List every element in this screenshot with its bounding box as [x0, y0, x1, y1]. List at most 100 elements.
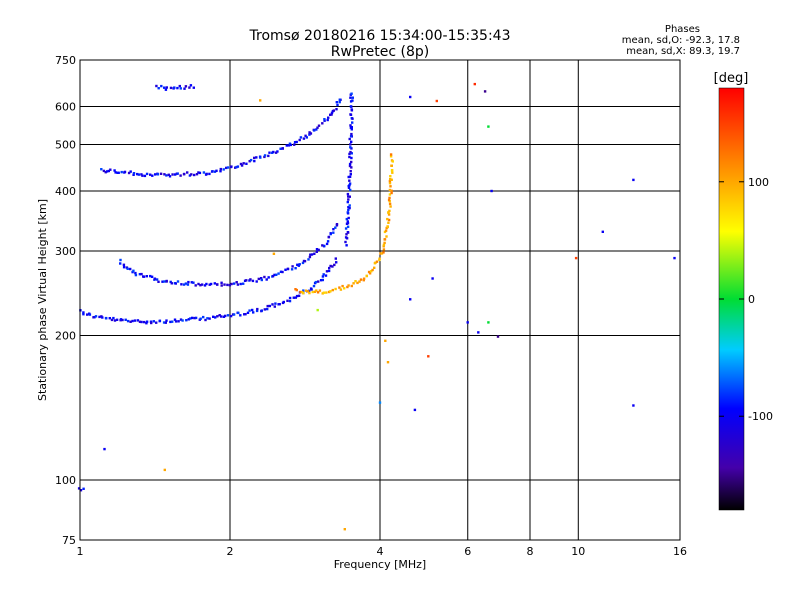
echo-point [220, 315, 223, 318]
echo-point [275, 273, 278, 276]
echo-point [219, 170, 222, 173]
echo-point [344, 227, 348, 230]
echo-point [234, 166, 237, 169]
echo-point [292, 296, 295, 299]
echo-point [179, 318, 183, 321]
echo-point [271, 303, 274, 306]
echo-point [180, 283, 183, 286]
colorbar-tick-label: 0 [748, 293, 755, 306]
echo-point [171, 320, 174, 323]
echo-point [276, 150, 279, 153]
echo-point [388, 188, 392, 192]
echo-point [299, 136, 303, 139]
echo-point [164, 88, 168, 91]
echo-point [487, 321, 490, 324]
echo-point [143, 174, 147, 178]
echo-point [199, 284, 202, 287]
echo-point [165, 319, 168, 322]
echo-point [176, 86, 179, 90]
echo-point [150, 275, 154, 278]
echo-point [286, 299, 289, 302]
colorbar-tick-label: -100 [748, 410, 773, 423]
echo-point [155, 321, 158, 324]
echo-point [220, 284, 223, 287]
echo-point [138, 320, 142, 323]
echo-point [230, 165, 233, 168]
echo-point [259, 99, 262, 102]
echo-point [322, 273, 325, 276]
echo-point [378, 258, 381, 262]
echo-point [367, 270, 371, 274]
echo-point [346, 231, 350, 234]
echo-point [153, 277, 157, 280]
echo-point [302, 289, 305, 292]
echo-point [163, 86, 166, 89]
echo-point [165, 174, 168, 177]
echo-point [673, 256, 676, 260]
echo-point [168, 175, 172, 178]
echo-point [271, 274, 275, 278]
echo-point [389, 185, 392, 188]
echo-point [215, 169, 218, 172]
echo-point [389, 178, 392, 181]
echo-point [349, 150, 352, 154]
echo-point [272, 252, 276, 255]
echo-point [156, 173, 160, 176]
echo-point [252, 311, 255, 314]
x-axis-label: Frequency [MHz] [334, 558, 426, 571]
echo-point [192, 281, 195, 284]
echo-point [208, 172, 211, 176]
echo-point [387, 221, 390, 224]
echo-point [296, 263, 299, 266]
echo-point [162, 321, 166, 324]
echo-point [288, 296, 292, 300]
echo-point [291, 265, 294, 268]
echo-point [329, 113, 332, 116]
echo-point [387, 211, 390, 214]
echo-point [93, 316, 96, 319]
echo-point [330, 111, 334, 114]
echo-point [213, 282, 216, 285]
y-tick-label: 300 [55, 245, 76, 258]
echo-point [174, 320, 178, 323]
echo-point [226, 283, 229, 287]
echo-point [140, 320, 143, 324]
echo-point [294, 267, 297, 270]
echo-point [349, 143, 352, 146]
x-tick-labels: 1 2 4 6 8 10 16 [77, 545, 688, 558]
echo-point [174, 173, 177, 176]
echo-point [347, 198, 350, 201]
echo-point [86, 313, 89, 316]
echo-point [386, 361, 390, 364]
echo-point [388, 179, 392, 183]
echo-point [305, 136, 308, 139]
echo-point [132, 173, 135, 176]
echo-point [388, 209, 391, 213]
echo-point [347, 208, 350, 212]
echo-point [304, 134, 307, 137]
echo-point [382, 251, 385, 254]
echo-point [122, 263, 126, 266]
echo-point [208, 283, 211, 286]
echo-point [306, 290, 310, 293]
echo-point [344, 236, 348, 239]
echo-point [348, 179, 351, 182]
echo-point [313, 129, 316, 132]
echo-point [170, 282, 173, 285]
echo-point [189, 84, 193, 87]
echo-point [285, 144, 288, 147]
echo-point [107, 169, 110, 173]
echo-point [149, 320, 153, 323]
echo-point [266, 307, 269, 311]
echo-point [388, 202, 392, 206]
echo-point [346, 200, 349, 204]
echo-point [325, 270, 329, 273]
echo-point [188, 174, 192, 177]
echo-point [94, 315, 98, 318]
echo-point [347, 206, 350, 209]
echo-point [167, 173, 170, 176]
echo-point [335, 108, 338, 111]
echo-point [202, 315, 205, 319]
echo-point [239, 282, 242, 286]
echo-point [149, 274, 152, 278]
